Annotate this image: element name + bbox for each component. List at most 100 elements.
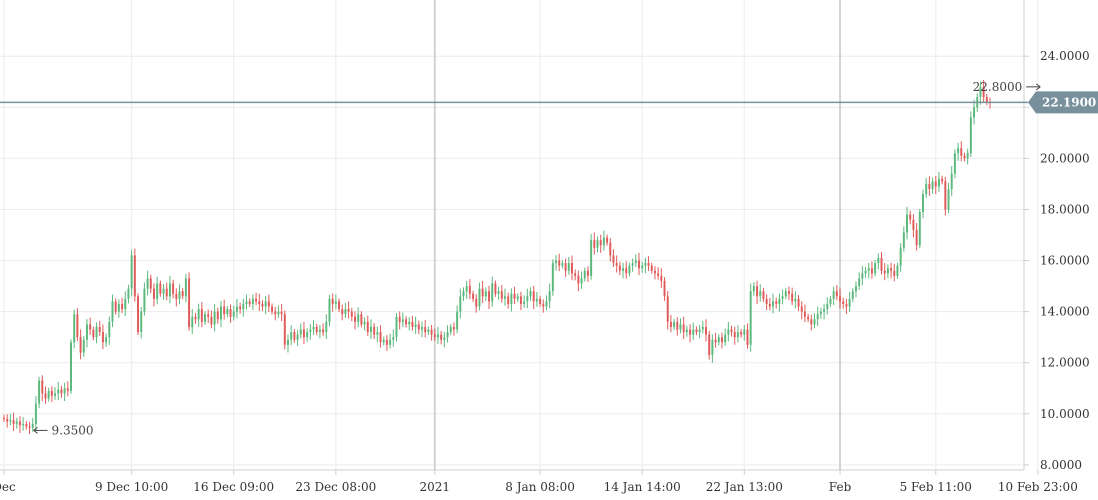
candle [34, 395, 37, 431]
candle [532, 285, 535, 310]
candle [114, 298, 117, 315]
candle [226, 306, 229, 318]
candle [545, 295, 548, 311]
candle [695, 326, 698, 336]
x-tick-label: 8 Jan 08:00 [505, 480, 575, 494]
candle [168, 275, 171, 304]
candle [829, 295, 832, 308]
candle [947, 182, 950, 214]
candle [909, 210, 912, 225]
candle [229, 304, 232, 323]
candle [449, 323, 452, 336]
candle [555, 255, 558, 271]
candle [389, 333, 392, 349]
current-price-tag [1028, 91, 1098, 114]
candle [906, 206, 909, 240]
candle [660, 268, 663, 288]
candle [287, 334, 289, 353]
candle [207, 309, 210, 323]
y-tick-label: 16.0000 [1040, 254, 1090, 268]
candle [242, 298, 245, 317]
candle [606, 234, 609, 246]
candle [194, 312, 197, 324]
candle [172, 279, 175, 299]
candle [762, 288, 765, 302]
candle [261, 300, 264, 312]
candle [893, 263, 896, 282]
candle [854, 281, 857, 298]
candle [488, 285, 491, 310]
candle [577, 270, 580, 292]
candle [641, 261, 644, 273]
x-tick-label: 9 Dec 10:00 [95, 480, 168, 494]
candle [9, 414, 12, 426]
candle [54, 387, 57, 400]
x-tick-label: Feb [829, 480, 852, 494]
candle [424, 320, 427, 338]
candle [127, 284, 130, 304]
candle [797, 295, 800, 312]
axis-frame [0, 0, 1025, 471]
candle [567, 256, 570, 275]
candle [184, 273, 187, 303]
candle [360, 311, 363, 328]
candle [912, 214, 915, 238]
candle [57, 381, 60, 401]
candle [602, 230, 605, 251]
candle [213, 303, 216, 332]
candle [63, 382, 66, 402]
y-tick-label: 14.0000 [1040, 305, 1090, 319]
candle [191, 309, 194, 334]
candle [596, 236, 599, 253]
candle [756, 280, 759, 304]
candle [459, 288, 462, 319]
candle [347, 301, 350, 319]
candle [417, 320, 420, 335]
candle [931, 177, 934, 194]
candle [883, 263, 886, 281]
candle [478, 282, 481, 311]
candle [816, 306, 819, 327]
candle [223, 299, 226, 320]
candle [826, 297, 829, 315]
candle [38, 376, 41, 409]
candle [580, 271, 583, 289]
candle [325, 314, 328, 339]
candle [765, 294, 768, 311]
candle [411, 315, 414, 331]
candle [899, 243, 902, 272]
candle [612, 249, 615, 267]
candle [318, 324, 321, 339]
candle [66, 381, 69, 397]
y-axis: 8.0000 10.0000 12.0000 14.0000 16.0000 18.000… [1024, 49, 1090, 472]
candle [969, 111, 972, 158]
candle [902, 226, 905, 252]
candle [791, 287, 794, 306]
candle [76, 308, 79, 342]
candle [385, 335, 388, 351]
candle [338, 298, 341, 313]
candle [835, 285, 838, 301]
candle [526, 288, 529, 309]
candle [516, 293, 519, 302]
candle [178, 284, 181, 305]
candle [973, 99, 976, 125]
candle [590, 233, 593, 280]
candle [152, 283, 155, 307]
candle [858, 272, 861, 290]
candle [60, 385, 63, 398]
candle [440, 330, 443, 345]
candle [433, 328, 436, 342]
candle [861, 265, 864, 286]
candle [105, 333, 108, 347]
candle [657, 267, 660, 280]
candle [369, 319, 372, 339]
candle [401, 312, 404, 328]
candle [328, 295, 331, 327]
candle [638, 252, 640, 276]
candle [280, 303, 283, 322]
candle [583, 267, 586, 282]
candle [759, 284, 762, 302]
candle [599, 234, 602, 253]
